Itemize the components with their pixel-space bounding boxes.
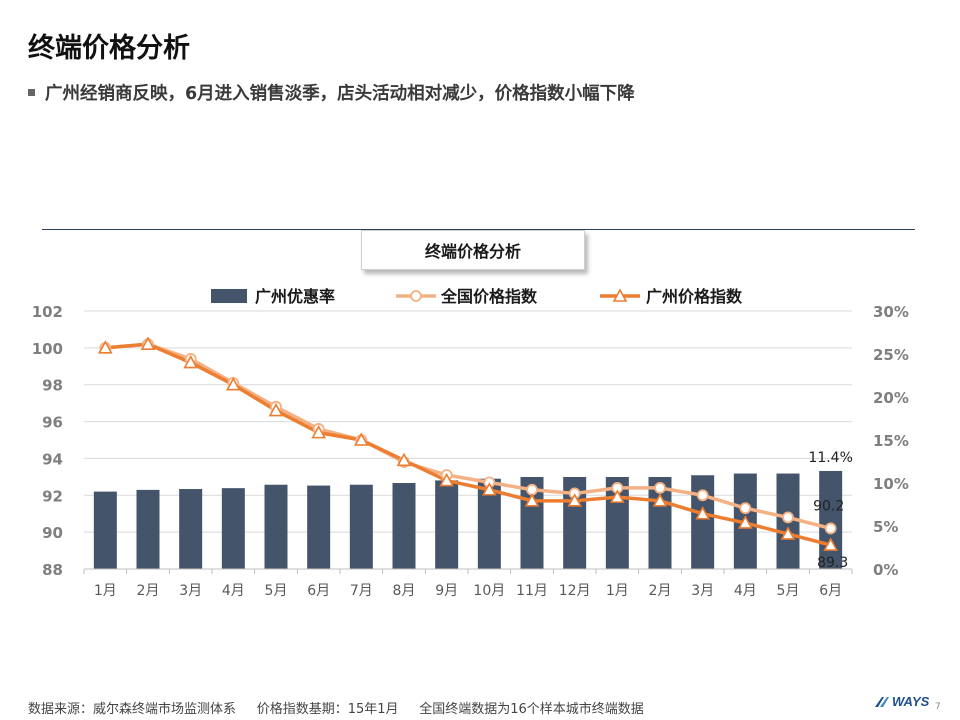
right-tick-label: 0% <box>873 561 898 579</box>
point-marker <box>782 511 794 524</box>
x-tick-label: 5月 <box>265 583 288 599</box>
legend-marker-triangle <box>612 288 628 302</box>
logo-text: WAYS <box>892 694 930 709</box>
ways-logo: WAYS <box>874 694 929 709</box>
legend-marker-circle <box>410 290 422 302</box>
point-marker <box>696 489 709 502</box>
left-tick-label: 100 <box>32 340 63 358</box>
point-marker <box>823 537 839 551</box>
bar <box>605 476 629 569</box>
right-tick-label: 25% <box>873 346 909 364</box>
right-tick-label: 5% <box>873 518 898 536</box>
logo-mark-icon <box>875 696 889 707</box>
section-divider <box>42 229 915 230</box>
bar-data-label: 11.4% <box>808 450 852 466</box>
left-tick-label: 102 <box>32 303 63 321</box>
gz-data-label: 89.3 <box>817 555 848 571</box>
x-tick-label: 12月 <box>559 583 591 599</box>
point-marker <box>439 472 455 487</box>
x-tick-label: 4月 <box>734 583 757 599</box>
point-marker <box>353 432 369 446</box>
bar <box>93 491 117 569</box>
point-marker <box>311 424 327 439</box>
bar-series <box>93 470 843 569</box>
left-tick-label: 98 <box>42 377 63 395</box>
point-marker <box>524 493 540 507</box>
point-marker <box>780 526 796 540</box>
bar <box>691 475 715 569</box>
footer-note: 全国终端数据为16个样本城市终端数据 <box>419 702 644 717</box>
x-tick-label: 5月 <box>777 583 800 599</box>
legend-label: 全国价格指数 <box>440 287 538 306</box>
line-series <box>97 336 839 551</box>
chart-axes: 88 90 92 94 96 98 100 102 0% 5% 10% 15% 20% 25% 30% 1月 2… <box>32 303 909 599</box>
point-marker <box>652 493 668 507</box>
data-labels: 11.4% 90.2 89.3 <box>808 450 852 571</box>
right-tick-label: 10% <box>873 475 909 493</box>
x-tick-label: 3月 <box>691 583 714 599</box>
point-marker <box>97 340 113 354</box>
x-tick-label: 3月 <box>179 583 202 599</box>
x-tick-label: 2月 <box>137 583 160 599</box>
chart-title: 终端价格分析 <box>361 230 585 270</box>
subtitle: 广州经销商反映，6月进入销售淡季，店头活动相对减少，价格指数小幅下降 <box>28 80 635 105</box>
left-tick-label: 96 <box>42 414 63 432</box>
left-tick-label: 90 <box>42 524 63 542</box>
x-tick-label: 8月 <box>393 583 416 599</box>
x-tick-label: 9月 <box>435 583 458 599</box>
bar <box>264 484 288 569</box>
left-tick-label: 88 <box>42 561 63 579</box>
point-marker <box>481 482 497 496</box>
point-marker <box>737 515 753 529</box>
x-tick-label: 1月 <box>606 583 629 599</box>
right-tick-label: 30% <box>873 303 909 321</box>
bar <box>349 484 373 569</box>
bar <box>392 483 416 569</box>
footer-source: 数据来源：威尔森终端市场监测体系 <box>28 702 237 717</box>
chart-legend: 广州优惠率 全国价格指数 广州价格指数 <box>211 287 743 306</box>
series-line <box>105 342 832 531</box>
left-tick-label: 92 <box>42 487 63 505</box>
legend-label: 广州价格指数 <box>646 287 743 306</box>
bullet-square-icon <box>28 89 35 96</box>
x-tick-label: 2月 <box>649 583 672 599</box>
point-marker <box>140 336 156 350</box>
point-marker <box>695 506 711 520</box>
bar <box>435 480 459 569</box>
point-marker <box>609 489 625 503</box>
x-tick-label: 7月 <box>350 583 373 599</box>
point-marker <box>567 493 583 507</box>
x-tick-label: 4月 <box>222 583 245 599</box>
point-marker <box>654 482 666 494</box>
national-data-label: 90.2 <box>813 498 844 514</box>
x-tick-label: 11月 <box>516 583 548 599</box>
x-tick-label: 6月 <box>819 583 842 599</box>
bar <box>136 489 160 569</box>
x-tick-label: 6月 <box>307 583 330 599</box>
x-tick-label: 1月 <box>94 583 117 599</box>
x-tick-label: 10月 <box>473 583 505 599</box>
subtitle-text: 广州经销商反映，6月进入销售淡季，店头活动相对减少，价格指数小幅下降 <box>45 84 635 104</box>
bar <box>221 488 245 569</box>
footer-base: 价格指数基期：15年1月 <box>256 702 399 717</box>
point-marker <box>396 452 412 467</box>
legend-label: 广州优惠率 <box>255 287 335 306</box>
point-marker <box>739 502 752 515</box>
point-marker <box>225 377 241 391</box>
bar <box>307 485 331 569</box>
legend-swatch-bar <box>211 289 247 303</box>
right-tick-label: 20% <box>873 389 909 407</box>
page-number: 7 <box>935 702 941 712</box>
bar <box>477 478 501 569</box>
page-title: 终端价格分析 <box>28 33 190 64</box>
point-marker <box>183 354 199 369</box>
bar <box>179 489 203 569</box>
point-marker <box>268 402 284 417</box>
footer: 数据来源：威尔森终端市场监测体系 价格指数基期：15年1月 全国终端数据为16个… <box>28 698 644 717</box>
right-tick-label: 15% <box>873 432 909 450</box>
left-tick-label: 94 <box>42 450 63 468</box>
series-line <box>105 342 832 547</box>
point-marker <box>824 522 837 535</box>
